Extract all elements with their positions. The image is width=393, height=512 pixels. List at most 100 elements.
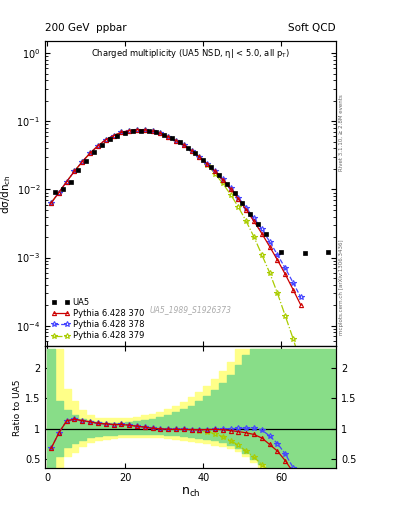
Pythia 6.428 378 bbox=[119, 130, 124, 136]
UA5 bbox=[248, 210, 252, 217]
Pythia 6.428 378 bbox=[252, 215, 256, 221]
Pythia 6.428 379 bbox=[80, 159, 84, 165]
Text: Soft QCD: Soft QCD bbox=[288, 23, 336, 33]
X-axis label: $n_{ch}$: $n_{ch}$ bbox=[181, 486, 200, 499]
UA5 bbox=[107, 136, 112, 142]
Pythia 6.428 379 bbox=[119, 130, 124, 136]
UA5 bbox=[326, 249, 331, 255]
Pythia 6.428 379 bbox=[103, 137, 108, 143]
Pythia 6.428 370 bbox=[213, 168, 217, 175]
Pythia 6.428 370 bbox=[205, 161, 209, 167]
Pythia 6.428 379 bbox=[283, 313, 288, 319]
Y-axis label: Ratio to UA5: Ratio to UA5 bbox=[13, 379, 22, 436]
Pythia 6.428 378 bbox=[57, 189, 61, 196]
UA5 bbox=[201, 157, 206, 163]
Pythia 6.428 379 bbox=[205, 162, 209, 168]
Pythia 6.428 379 bbox=[174, 138, 178, 144]
Pythia 6.428 370 bbox=[220, 177, 225, 183]
Pythia 6.428 378 bbox=[127, 127, 132, 134]
Pythia 6.428 379 bbox=[220, 180, 225, 186]
Pythia 6.428 370 bbox=[119, 130, 124, 136]
Pythia 6.428 370 bbox=[174, 138, 178, 144]
UA5 bbox=[224, 181, 229, 187]
UA5 bbox=[115, 133, 120, 139]
Pythia 6.428 378 bbox=[205, 161, 209, 167]
Pythia 6.428 370 bbox=[111, 133, 116, 139]
Text: Rivet 3.1.10, ≥ 2.8M events: Rivet 3.1.10, ≥ 2.8M events bbox=[339, 95, 344, 172]
UA5 bbox=[303, 250, 307, 257]
Pythia 6.428 378 bbox=[174, 138, 178, 144]
Pythia 6.428 378 bbox=[299, 294, 303, 301]
Pythia 6.428 370 bbox=[95, 143, 100, 149]
Pythia 6.428 378 bbox=[72, 168, 77, 174]
Pythia 6.428 379 bbox=[267, 270, 272, 276]
Pythia 6.428 379 bbox=[182, 142, 186, 148]
Text: UA5_1989_S1926373: UA5_1989_S1926373 bbox=[150, 305, 231, 314]
Pythia 6.428 379 bbox=[166, 134, 171, 140]
UA5 bbox=[240, 200, 245, 206]
Pythia 6.428 370 bbox=[267, 244, 272, 250]
UA5 bbox=[178, 139, 182, 145]
Pythia 6.428 379 bbox=[95, 143, 100, 149]
UA5 bbox=[170, 135, 174, 141]
UA5 bbox=[99, 142, 104, 148]
Pythia 6.428 379 bbox=[299, 360, 303, 367]
Pythia 6.428 378 bbox=[259, 226, 264, 232]
Pythia 6.428 379 bbox=[197, 154, 202, 160]
UA5 bbox=[130, 128, 135, 134]
Pythia 6.428 378 bbox=[236, 195, 241, 201]
UA5 bbox=[279, 249, 284, 255]
Pythia 6.428 378 bbox=[95, 143, 100, 149]
Pythia 6.428 378 bbox=[142, 127, 147, 133]
Line: UA5: UA5 bbox=[53, 128, 331, 256]
Pythia 6.428 379 bbox=[213, 170, 217, 177]
Pythia 6.428 370 bbox=[72, 168, 77, 174]
Pythia 6.428 370 bbox=[275, 257, 280, 263]
Pythia 6.428 378 bbox=[158, 131, 163, 137]
UA5 bbox=[154, 129, 159, 135]
Pythia 6.428 370 bbox=[252, 218, 256, 224]
Pythia 6.428 379 bbox=[150, 128, 155, 134]
Pythia 6.428 378 bbox=[134, 126, 139, 133]
Pythia 6.428 378 bbox=[228, 185, 233, 191]
Pythia 6.428 378 bbox=[49, 200, 53, 206]
Pythia 6.428 370 bbox=[158, 131, 163, 137]
Pythia 6.428 370 bbox=[291, 287, 296, 293]
Pythia 6.428 370 bbox=[166, 134, 171, 140]
UA5 bbox=[217, 173, 221, 179]
Pythia 6.428 379 bbox=[88, 150, 92, 156]
UA5 bbox=[146, 128, 151, 134]
Pythia 6.428 379 bbox=[134, 126, 139, 133]
Pythia 6.428 370 bbox=[127, 127, 132, 134]
Line: Pythia 6.428 379: Pythia 6.428 379 bbox=[48, 127, 304, 366]
Pythia 6.428 379 bbox=[259, 252, 264, 258]
Pythia 6.428 378 bbox=[64, 179, 69, 185]
Pythia 6.428 370 bbox=[150, 128, 155, 134]
Pythia 6.428 379 bbox=[189, 147, 194, 154]
Pythia 6.428 378 bbox=[283, 265, 288, 271]
Pythia 6.428 379 bbox=[57, 189, 61, 196]
Pythia 6.428 379 bbox=[236, 204, 241, 210]
Pythia 6.428 370 bbox=[259, 230, 264, 237]
Pythia 6.428 370 bbox=[299, 302, 303, 308]
Line: Pythia 6.428 378: Pythia 6.428 378 bbox=[48, 127, 304, 300]
UA5 bbox=[209, 164, 213, 170]
Pythia 6.428 370 bbox=[197, 154, 202, 160]
UA5 bbox=[185, 144, 190, 151]
Pythia 6.428 378 bbox=[267, 239, 272, 245]
Pythia 6.428 379 bbox=[49, 200, 53, 206]
Legend: UA5, Pythia 6.428 370, Pythia 6.428 378, Pythia 6.428 379: UA5, Pythia 6.428 370, Pythia 6.428 378,… bbox=[50, 296, 146, 342]
Pythia 6.428 379 bbox=[228, 191, 233, 198]
Pythia 6.428 370 bbox=[236, 196, 241, 202]
Pythia 6.428 379 bbox=[291, 335, 296, 342]
Pythia 6.428 378 bbox=[111, 133, 116, 139]
Pythia 6.428 379 bbox=[158, 131, 163, 137]
UA5 bbox=[92, 149, 96, 155]
Text: mcplots.cern.ch [arXiv:1306.3436]: mcplots.cern.ch [arXiv:1306.3436] bbox=[339, 239, 344, 334]
UA5 bbox=[53, 188, 57, 195]
Pythia 6.428 370 bbox=[228, 186, 233, 192]
Pythia 6.428 378 bbox=[166, 134, 171, 140]
Pythia 6.428 370 bbox=[189, 147, 194, 154]
Pythia 6.428 378 bbox=[189, 147, 194, 154]
Pythia 6.428 370 bbox=[142, 127, 147, 133]
